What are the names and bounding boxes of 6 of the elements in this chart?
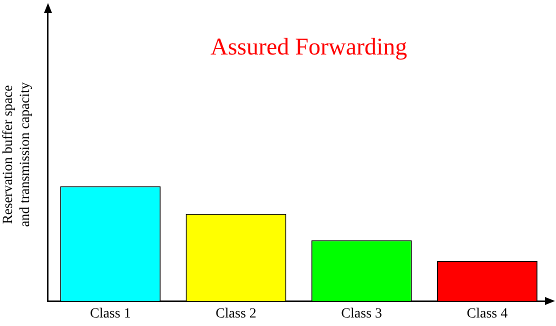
- x-tick-label: Class 1: [90, 306, 131, 322]
- chart-title: Assured Forwarding: [210, 34, 408, 60]
- x-tick-label: Class 3: [341, 306, 382, 322]
- y-axis-title: Reservation buffer space and transmission capacity: [1, 82, 33, 227]
- x-tick-label: Class 4: [466, 306, 508, 322]
- x-tick-label: Class 2: [216, 306, 256, 322]
